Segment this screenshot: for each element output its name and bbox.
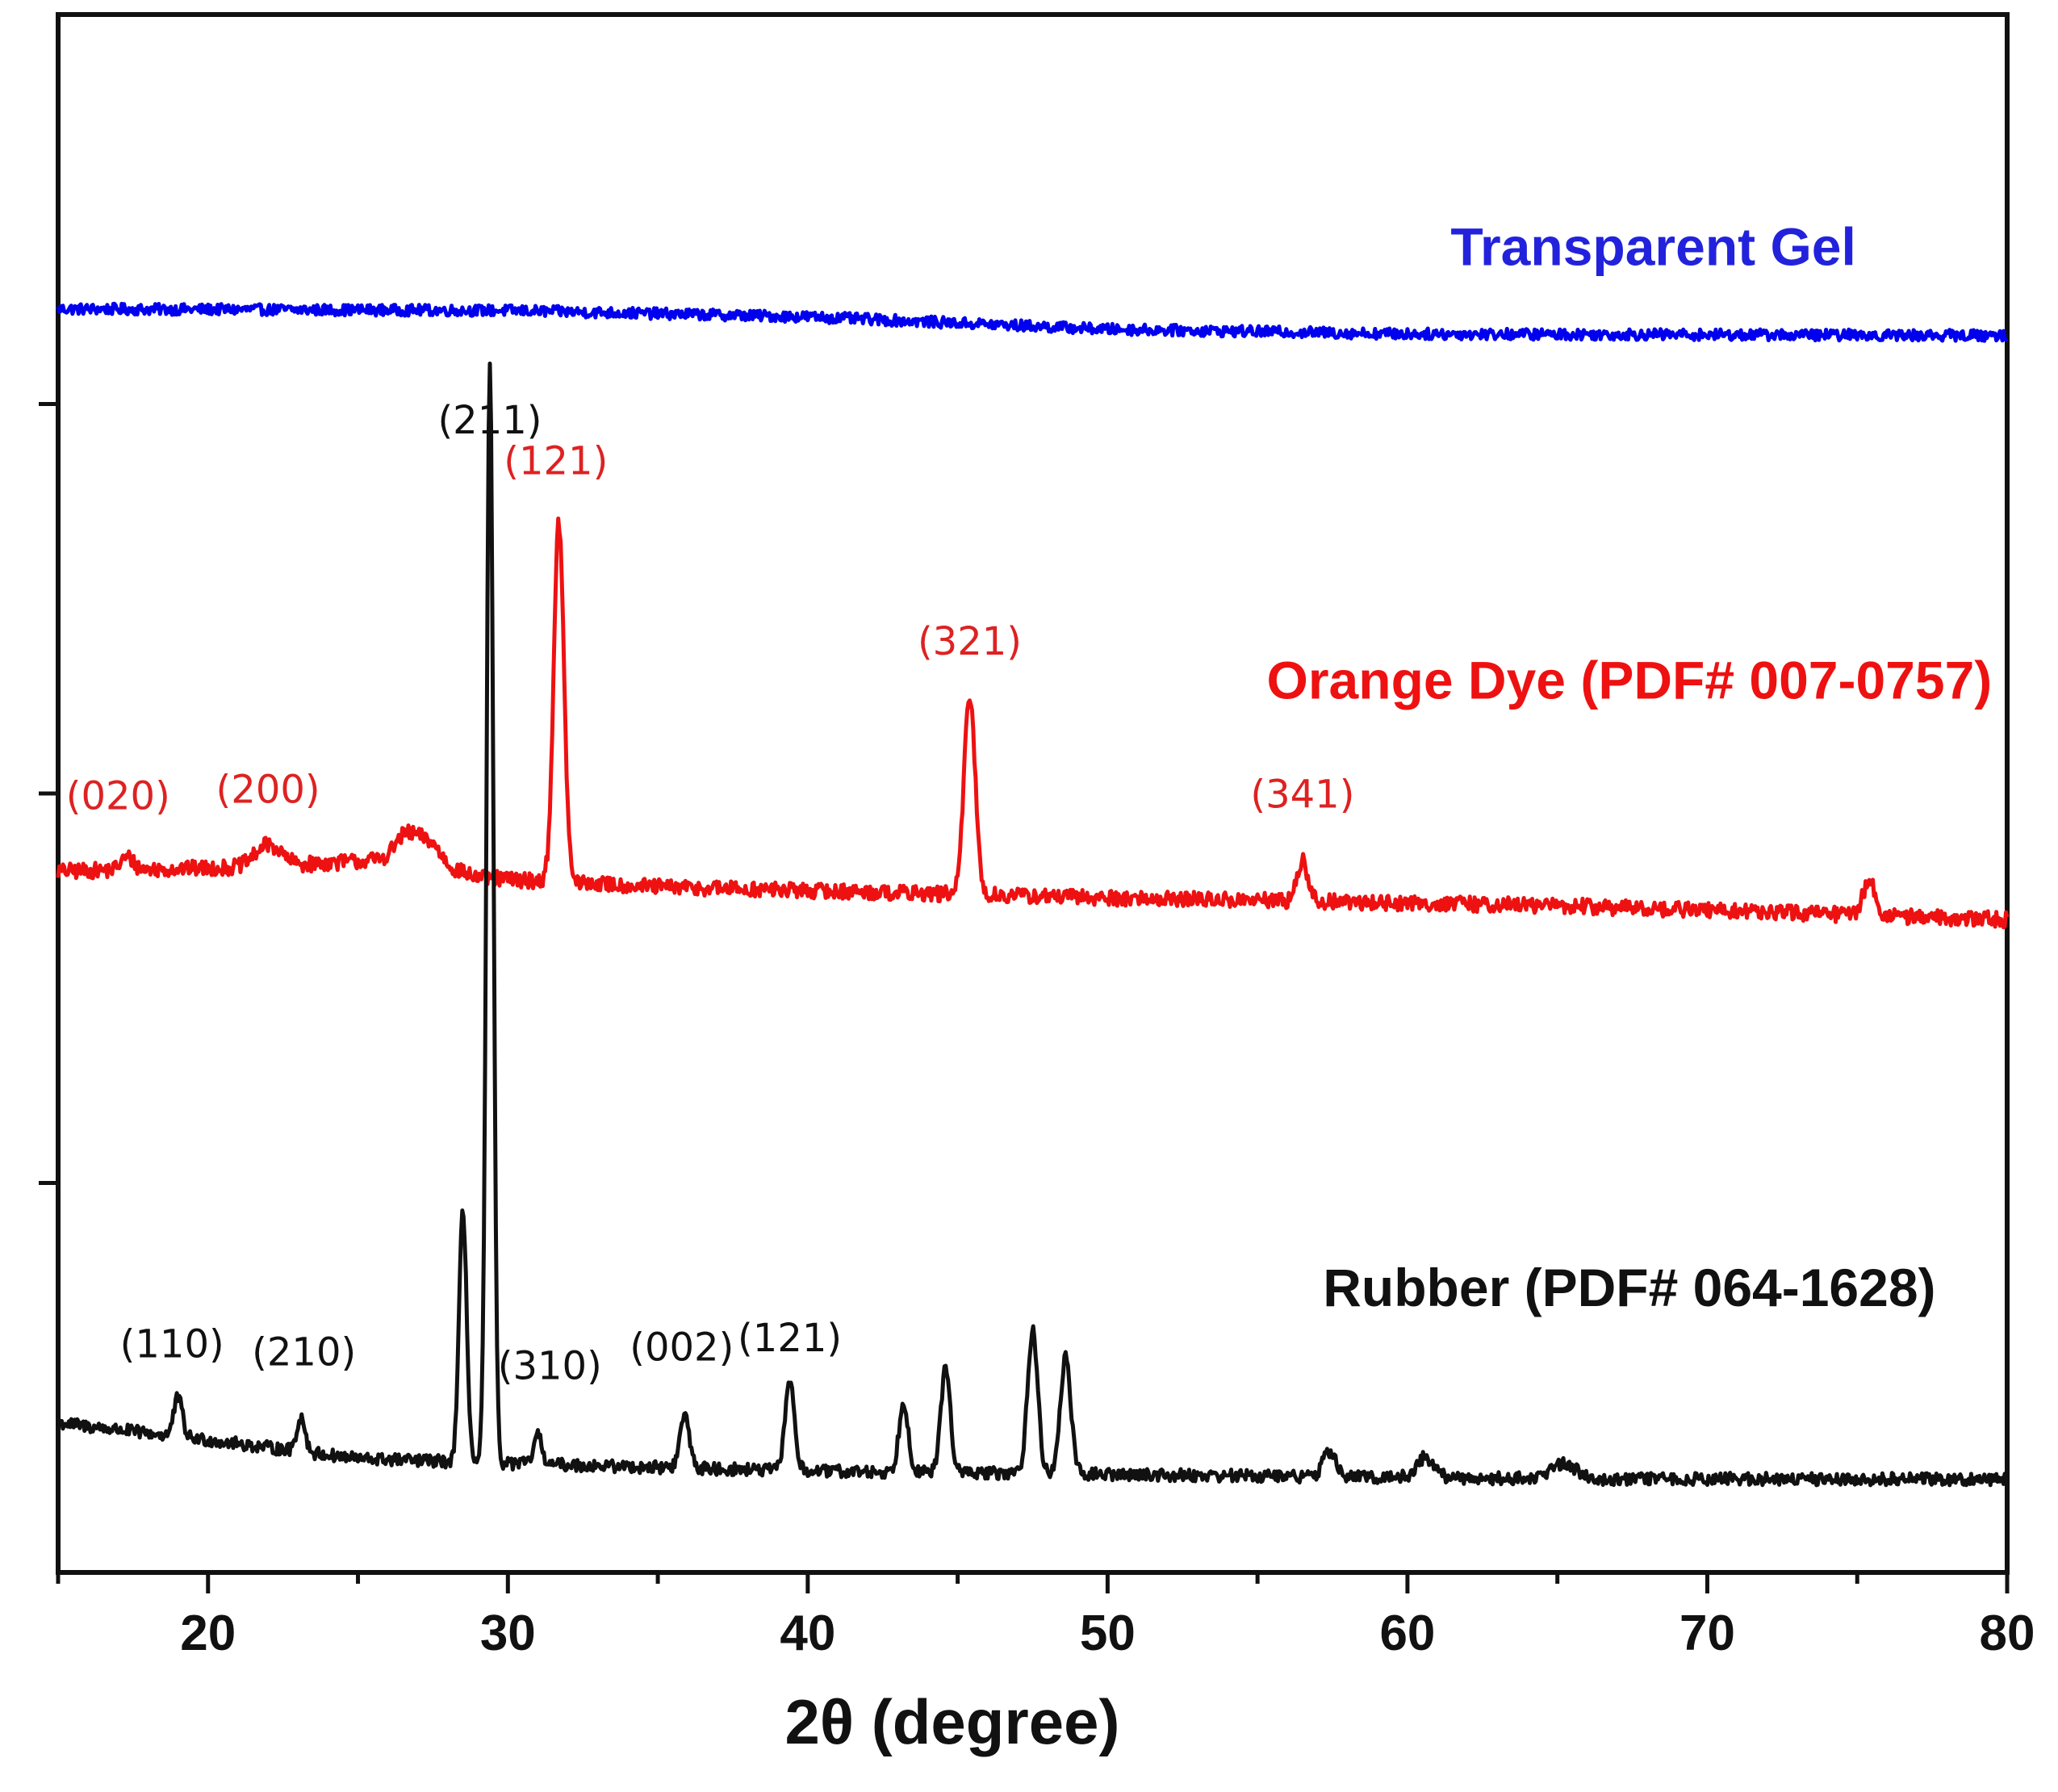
series-label: Transparent Gel [1450,217,1856,277]
x-tick-label: 50 [1080,1606,1136,1661]
x-axis-title: 2θ (degree) [785,1686,1120,1757]
series-line-rubber-pdf-064-1628 [57,361,2010,1488]
annotation-layer: (020) (200) (121) (321) (341) (211) (110) (210)… [66,217,1993,1389]
peak-label: (210) [252,1329,356,1375]
peak-label: (321) [918,619,1022,664]
series-layer [56,301,2010,1488]
x-tick-label: 30 [480,1606,536,1661]
peak-label: (200) [216,768,320,813]
series-line-orange-dye-pdf-007-0757 [56,516,2010,930]
x-tick-label: 60 [1379,1606,1435,1661]
peak-label: (121) [504,438,608,484]
x-tick-label: 20 [180,1606,236,1661]
series-label: Orange Dye (PDF# 007-0757) [1267,650,1993,710]
series-label: Rubber (PDF# 064-1628) [1323,1258,1935,1317]
peak-label: (121) [738,1316,842,1361]
peak-label: (310) [498,1344,602,1389]
x-tick-label: 80 [1980,1606,2035,1661]
peak-label: (211) [437,398,542,443]
peak-label: (341) [1250,772,1354,817]
peak-label: (110) [120,1322,224,1367]
peak-label: (020) [66,773,170,819]
axis-layer: 20 30 40 50 60 70 80 [39,402,2035,1661]
x-tick-label: 40 [780,1606,835,1661]
series-line-transparent-gel [56,301,2009,343]
peak-label: (002) [630,1325,734,1371]
x-tick-label: 70 [1679,1606,1735,1661]
